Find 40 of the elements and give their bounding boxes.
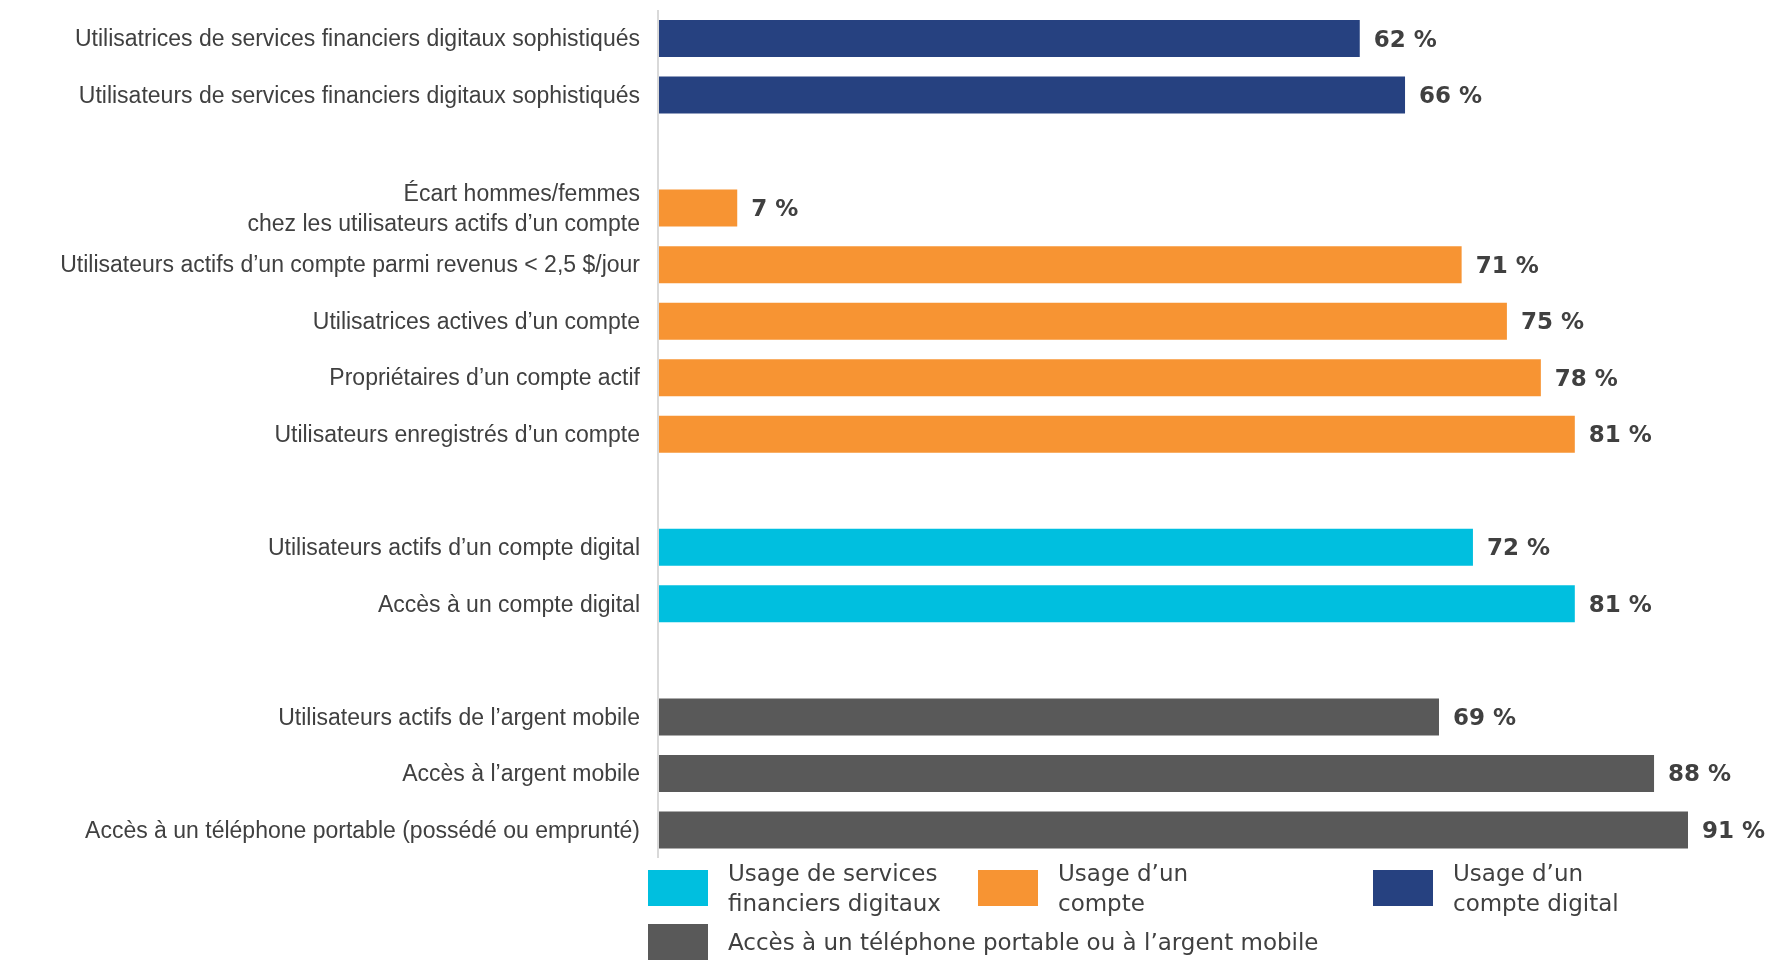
legend-label: Usage d’un compte xyxy=(1058,859,1190,918)
y-tick-label: Utilisatrices actives d’un compte xyxy=(312,307,640,334)
bar xyxy=(658,698,1439,736)
data-label: 71 % xyxy=(1475,251,1539,278)
legend-label: Usage de services financiers digitaux xyxy=(728,859,942,918)
data-label: 88 % xyxy=(1668,760,1732,787)
data-label: 81 % xyxy=(1588,590,1652,617)
y-tick-label: Accès à un téléphone portable (possédé ou emprunté) xyxy=(85,816,640,843)
bar xyxy=(658,415,1575,453)
legend-label: Usage d’un compte digital xyxy=(1453,859,1620,918)
bar xyxy=(658,359,1541,397)
legend-label: Accès à un téléphone portable ou à l’argent mobile xyxy=(728,928,1319,957)
y-tick-label: Écart hommes/femmes chez les utilisateurs actifs d’un compte xyxy=(247,179,640,236)
data-label: 7 % xyxy=(751,195,799,222)
data-label: 62 % xyxy=(1373,25,1437,52)
data-label: 81 % xyxy=(1588,421,1652,448)
bar xyxy=(658,76,1406,114)
y-tick-label: Utilisateurs enregistrés d’un compte xyxy=(274,421,640,447)
bar xyxy=(658,20,1360,57)
y-tick-label: Propriétaires d’un compte actif xyxy=(329,364,641,391)
y-tick-label: Accès à un compte digital xyxy=(377,590,640,617)
data-label: 78 % xyxy=(1554,364,1618,391)
bar xyxy=(658,528,1473,566)
data-label: 72 % xyxy=(1486,534,1551,561)
y-tick-label: Utilisatrices de services financiers digitaux sophistiqués xyxy=(74,25,640,52)
bar xyxy=(658,189,738,227)
bar xyxy=(658,811,1688,849)
y-tick-label: Utilisateurs actifs d’un compte digital xyxy=(268,534,640,561)
data-label: 66 % xyxy=(1419,82,1483,109)
y-tick-label: Utilisateurs actifs d’un compte parmi revenus < 2,5 $/jour xyxy=(60,251,641,278)
bar xyxy=(658,246,1462,284)
data-label: 69 % xyxy=(1452,703,1517,730)
y-tick-label: Accès à l’argent mobile xyxy=(402,760,640,787)
bar xyxy=(658,754,1655,792)
y-tick-label: Utilisateurs actifs de l’argent mobile xyxy=(278,703,640,730)
bar xyxy=(658,585,1575,623)
data-label: 91 % xyxy=(1702,816,1766,843)
data-label: 75 % xyxy=(1520,308,1584,335)
y-tick-label: Utilisateurs de services financiers digitaux sophistiqués xyxy=(78,81,640,108)
bar xyxy=(658,302,1507,340)
